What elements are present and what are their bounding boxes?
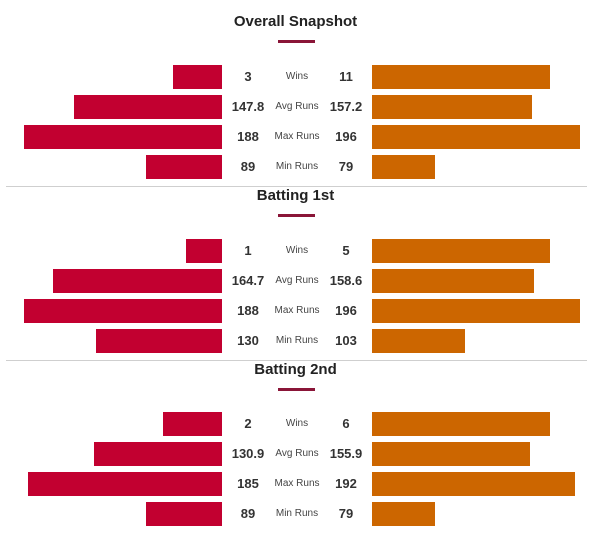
left-value: 130.9 bbox=[231, 446, 265, 461]
right-value: 196 bbox=[335, 303, 357, 318]
right-value: 103 bbox=[335, 333, 357, 348]
left-value: 89 bbox=[240, 506, 256, 521]
right-value: 196 bbox=[335, 129, 357, 144]
section-batting-2nd: Batting 2nd 2 Wins 6 130.9 Avg Runs 155.… bbox=[0, 360, 591, 538]
right-value: 79 bbox=[338, 506, 354, 521]
right-value: 155.9 bbox=[329, 446, 363, 461]
metric-label: Wins bbox=[285, 418, 309, 429]
left-bar bbox=[94, 442, 222, 466]
section-divider bbox=[6, 186, 587, 187]
left-value: 2 bbox=[244, 416, 252, 431]
left-bar bbox=[173, 65, 222, 89]
metric-label: Avg Runs bbox=[275, 101, 319, 112]
right-bar bbox=[372, 65, 550, 89]
left-value: 188 bbox=[237, 303, 259, 318]
right-value: 79 bbox=[338, 159, 354, 174]
metric-label: Wins bbox=[285, 71, 309, 82]
left-value: 89 bbox=[240, 159, 256, 174]
right-bar bbox=[372, 95, 532, 119]
stat-row-avg-runs: 130.9 Avg Runs 155.9 bbox=[0, 442, 591, 466]
right-bar bbox=[372, 502, 435, 526]
left-bar bbox=[186, 239, 222, 263]
right-bar bbox=[372, 329, 465, 353]
stat-row-avg-runs: 164.7 Avg Runs 158.6 bbox=[0, 269, 591, 293]
metric-label: Max Runs bbox=[274, 478, 320, 489]
metric-label: Max Runs bbox=[274, 305, 320, 316]
metric-label: Avg Runs bbox=[275, 275, 319, 286]
metric-label: Min Runs bbox=[275, 161, 319, 172]
title-underline bbox=[278, 388, 315, 391]
right-bar bbox=[372, 299, 580, 323]
right-bar bbox=[372, 239, 550, 263]
title-underline bbox=[278, 214, 315, 217]
left-bar bbox=[74, 95, 222, 119]
stat-row-wins: 3 Wins 11 bbox=[0, 65, 591, 89]
left-bar bbox=[24, 299, 222, 323]
left-bar bbox=[96, 329, 222, 353]
right-bar bbox=[372, 125, 580, 149]
left-value: 147.8 bbox=[231, 99, 265, 114]
stat-row-min-runs: 89 Min Runs 79 bbox=[0, 502, 591, 526]
section-divider bbox=[6, 360, 587, 361]
title-underline bbox=[278, 40, 315, 43]
right-value: 158.6 bbox=[329, 273, 363, 288]
metric-label: Min Runs bbox=[275, 508, 319, 519]
left-bar bbox=[146, 502, 222, 526]
section-title: Overall Snapshot bbox=[233, 13, 358, 30]
stat-row-avg-runs: 147.8 Avg Runs 157.2 bbox=[0, 95, 591, 119]
right-bar bbox=[372, 442, 530, 466]
stat-row-wins: 2 Wins 6 bbox=[0, 412, 591, 436]
section-overall-snapshot: Overall Snapshot 3 Wins 11 147.8 Avg Run… bbox=[0, 0, 591, 186]
left-value: 164.7 bbox=[231, 273, 265, 288]
stat-row-min-runs: 130 Min Runs 103 bbox=[0, 329, 591, 353]
right-value: 157.2 bbox=[329, 99, 363, 114]
left-bar bbox=[28, 472, 222, 496]
right-value: 6 bbox=[342, 416, 350, 431]
stat-row-min-runs: 89 Min Runs 79 bbox=[0, 155, 591, 179]
metric-label: Wins bbox=[285, 245, 309, 256]
right-bar bbox=[372, 155, 435, 179]
left-value: 3 bbox=[244, 69, 252, 84]
right-value: 5 bbox=[342, 243, 350, 258]
left-bar bbox=[24, 125, 222, 149]
right-bar bbox=[372, 412, 550, 436]
stat-row-max-runs: 188 Max Runs 196 bbox=[0, 299, 591, 323]
left-value: 130 bbox=[237, 333, 259, 348]
metric-label: Max Runs bbox=[274, 131, 320, 142]
right-value: 11 bbox=[339, 69, 353, 84]
stat-row-max-runs: 185 Max Runs 192 bbox=[0, 472, 591, 496]
left-value: 1 bbox=[244, 243, 252, 258]
right-bar bbox=[372, 269, 534, 293]
stat-row-wins: 1 Wins 5 bbox=[0, 239, 591, 263]
stat-row-max-runs: 188 Max Runs 196 bbox=[0, 125, 591, 149]
metric-label: Min Runs bbox=[275, 335, 319, 346]
section-batting-1st: Batting 1st 1 Wins 5 164.7 Avg Runs 158.… bbox=[0, 186, 591, 360]
left-bar bbox=[53, 269, 222, 293]
left-value: 185 bbox=[237, 476, 259, 491]
right-bar bbox=[372, 472, 575, 496]
section-title: Batting 1st bbox=[256, 187, 335, 204]
metric-label: Avg Runs bbox=[275, 448, 319, 459]
left-bar bbox=[146, 155, 222, 179]
right-value: 192 bbox=[335, 476, 357, 491]
left-bar bbox=[163, 412, 222, 436]
section-title: Batting 2nd bbox=[254, 361, 337, 378]
left-value: 188 bbox=[237, 129, 259, 144]
